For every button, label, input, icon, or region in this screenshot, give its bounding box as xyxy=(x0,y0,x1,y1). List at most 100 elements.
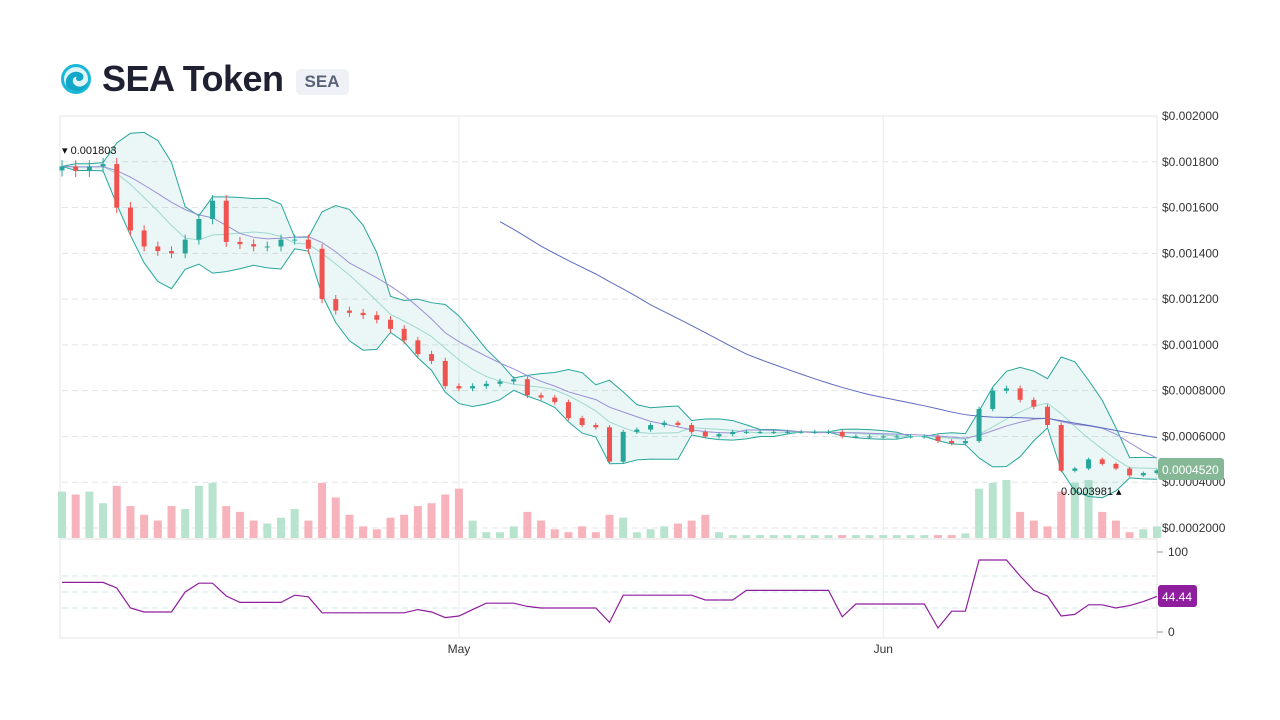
volume-bar xyxy=(1002,480,1011,538)
volume-bar xyxy=(975,488,984,538)
volume-bar xyxy=(769,535,778,538)
candle xyxy=(59,166,65,171)
candle xyxy=(716,434,722,437)
volume-bar xyxy=(591,532,600,538)
volume-bar xyxy=(318,482,327,538)
candle xyxy=(730,431,736,435)
volume-bar xyxy=(660,526,669,538)
candle xyxy=(237,241,243,245)
volume-bar xyxy=(742,535,751,538)
candle xyxy=(483,383,489,387)
volume-bar xyxy=(1070,482,1079,538)
volume-bar xyxy=(372,529,381,538)
volume-bar xyxy=(523,511,532,538)
candle xyxy=(374,315,380,320)
header: SEA Token SEA xyxy=(60,58,349,100)
candle xyxy=(962,441,968,444)
volume-bar xyxy=(619,517,628,538)
candle xyxy=(470,386,476,389)
x-tick-label: May xyxy=(448,642,471,656)
volume-bar xyxy=(194,485,203,538)
candle xyxy=(292,239,298,241)
volume-bar xyxy=(263,523,272,538)
candle xyxy=(442,360,448,387)
candle xyxy=(223,200,229,242)
volume-bar xyxy=(235,511,244,538)
candle xyxy=(100,164,106,167)
candle xyxy=(798,431,804,433)
candle xyxy=(497,381,503,384)
candle xyxy=(127,207,133,231)
candle xyxy=(401,328,407,341)
candle xyxy=(264,246,270,248)
last-price-value: 0.0004520 xyxy=(1162,463,1219,477)
candle xyxy=(1113,463,1119,469)
candle xyxy=(114,164,120,208)
volume-bar xyxy=(1111,520,1120,538)
candle xyxy=(565,402,571,419)
volume-bar xyxy=(1029,520,1038,538)
symbol-badge: SEA xyxy=(295,69,349,95)
max-price-label: ▾ 0.001803 xyxy=(62,145,116,157)
candle xyxy=(757,431,763,433)
volume-bar xyxy=(797,535,806,538)
page-title: SEA Token xyxy=(102,58,284,99)
bollinger-band-fill xyxy=(62,132,1157,498)
volume-bar xyxy=(947,535,956,538)
price-tick-label: $0.001200 xyxy=(1162,292,1219,306)
bollinger-upper xyxy=(61,131,1158,459)
candle xyxy=(579,418,585,426)
wave-logo-icon xyxy=(61,64,91,94)
candle xyxy=(86,166,92,171)
candle xyxy=(251,244,257,247)
candle xyxy=(661,422,667,426)
candle xyxy=(1031,399,1037,407)
volume-bar xyxy=(468,520,477,538)
candle xyxy=(538,395,544,398)
volume-bar xyxy=(1016,511,1025,538)
volume-bar xyxy=(400,514,409,538)
price-tick-label: $0.0002000 xyxy=(1162,521,1226,535)
candle xyxy=(1072,468,1078,471)
candle xyxy=(826,431,831,433)
volume-bar xyxy=(331,497,340,538)
volume-bar xyxy=(71,494,80,538)
volume-bar xyxy=(126,506,135,538)
bollinger-lower xyxy=(61,165,1158,499)
volume-bar xyxy=(167,506,176,538)
volume-bar xyxy=(140,514,149,538)
volume-bar xyxy=(496,532,504,538)
candle xyxy=(784,431,790,433)
candle xyxy=(812,431,818,433)
candle xyxy=(1086,459,1092,469)
candle xyxy=(196,219,202,240)
candle xyxy=(935,436,941,442)
price-tick-label: $0.001000 xyxy=(1162,338,1219,352)
candle xyxy=(456,386,462,389)
volume-bar xyxy=(605,514,614,538)
volume-bar xyxy=(359,526,368,538)
volume-bar xyxy=(1139,529,1148,538)
volume-bar xyxy=(673,523,682,538)
volume-bar xyxy=(865,535,874,538)
volume-bar xyxy=(277,517,285,538)
candle xyxy=(278,239,284,247)
last-rsi-tag xyxy=(1158,585,1197,607)
volume-bar xyxy=(537,520,546,538)
volume-bar xyxy=(482,532,491,538)
candle xyxy=(360,312,366,316)
volume-bar xyxy=(345,514,354,538)
volume-bar xyxy=(578,526,587,538)
volume-bar xyxy=(290,509,299,538)
candle xyxy=(1045,406,1050,426)
candle xyxy=(388,319,393,329)
volume-bar xyxy=(906,535,915,538)
candle xyxy=(689,425,695,432)
candle xyxy=(648,425,654,430)
candle xyxy=(976,408,982,442)
volume-bar xyxy=(824,535,833,538)
volume-bar xyxy=(550,529,559,538)
volume-bar xyxy=(249,520,258,538)
moving-average-short xyxy=(61,165,1158,459)
